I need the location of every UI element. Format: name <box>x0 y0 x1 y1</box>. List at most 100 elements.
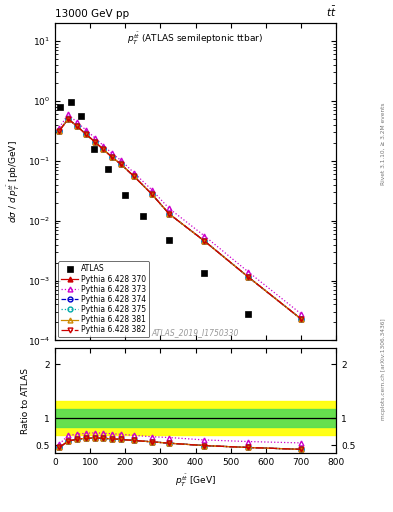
Pythia 6.428 373 <box>83 126 88 133</box>
Pythia 6.428 370 <box>202 238 207 244</box>
Pythia 6.428 374 <box>110 154 114 160</box>
Pythia 6.428 382 <box>101 146 106 153</box>
Pythia 6.428 374 <box>132 173 136 179</box>
Pythia 6.428 374 <box>57 127 62 134</box>
Pythia 6.428 375 <box>83 131 88 137</box>
X-axis label: $p_T^{t\bar{t}}$ [GeV]: $p_T^{t\bar{t}}$ [GeV] <box>175 473 216 489</box>
Pythia 6.428 375 <box>75 123 79 129</box>
Pythia 6.428 382 <box>66 116 71 122</box>
Pythia 6.428 381 <box>167 211 171 217</box>
Pythia 6.428 375 <box>149 191 154 197</box>
Pythia 6.428 374 <box>299 316 303 322</box>
Pythia 6.428 374 <box>149 191 154 197</box>
Pythia 6.428 381 <box>75 123 79 129</box>
ATLAS <box>299 355 303 361</box>
Pythia 6.428 373 <box>110 151 114 157</box>
Pythia 6.428 382 <box>246 274 251 280</box>
Pythia 6.428 370 <box>132 173 136 179</box>
Legend: ATLAS, Pythia 6.428 370, Pythia 6.428 373, Pythia 6.428 374, Pythia 6.428 375, P: ATLAS, Pythia 6.428 370, Pythia 6.428 37… <box>58 262 149 337</box>
ATLAS <box>167 237 171 243</box>
Pythia 6.428 370 <box>299 316 303 322</box>
Pythia 6.428 373 <box>119 157 123 163</box>
Pythia 6.428 370 <box>66 116 71 122</box>
Pythia 6.428 381 <box>83 131 88 137</box>
Pythia 6.428 375 <box>66 116 71 122</box>
Pythia 6.428 373 <box>101 142 106 148</box>
Text: 13000 GeV pp: 13000 GeV pp <box>55 9 129 19</box>
ATLAS <box>105 166 110 173</box>
Line: Pythia 6.428 370: Pythia 6.428 370 <box>57 117 303 321</box>
Pythia 6.428 370 <box>57 127 62 134</box>
Pythia 6.428 374 <box>92 138 97 144</box>
ATLAS <box>246 311 251 317</box>
Pythia 6.428 370 <box>83 131 88 137</box>
Pythia 6.428 375 <box>202 238 207 244</box>
Pythia 6.428 370 <box>101 146 106 153</box>
Pythia 6.428 370 <box>119 161 123 167</box>
Y-axis label: Ratio to ATLAS: Ratio to ATLAS <box>21 368 30 434</box>
Line: Pythia 6.428 375: Pythia 6.428 375 <box>57 117 303 321</box>
Pythia 6.428 374 <box>83 131 88 137</box>
Pythia 6.428 382 <box>202 238 207 244</box>
Pythia 6.428 381 <box>92 138 97 144</box>
Text: mcplots.cern.ch [arXiv:1306.3436]: mcplots.cern.ch [arXiv:1306.3436] <box>381 318 386 419</box>
Pythia 6.428 370 <box>167 211 171 217</box>
Pythia 6.428 382 <box>299 316 303 322</box>
Line: Pythia 6.428 373: Pythia 6.428 373 <box>57 112 303 316</box>
Pythia 6.428 375 <box>92 138 97 144</box>
ATLAS <box>79 114 84 120</box>
Pythia 6.428 370 <box>92 138 97 144</box>
Pythia 6.428 382 <box>57 127 62 134</box>
Pythia 6.428 375 <box>246 274 251 280</box>
Pythia 6.428 375 <box>57 127 62 134</box>
Pythia 6.428 373 <box>167 205 171 211</box>
Pythia 6.428 374 <box>119 161 123 167</box>
Pythia 6.428 381 <box>110 154 114 160</box>
Pythia 6.428 375 <box>110 154 114 160</box>
Pythia 6.428 373 <box>149 186 154 193</box>
Pythia 6.428 373 <box>132 170 136 176</box>
Line: Pythia 6.428 374: Pythia 6.428 374 <box>57 117 303 321</box>
Pythia 6.428 375 <box>167 211 171 217</box>
Pythia 6.428 381 <box>299 316 303 322</box>
Pythia 6.428 381 <box>132 173 136 179</box>
Pythia 6.428 374 <box>246 274 251 280</box>
Pythia 6.428 382 <box>149 191 154 197</box>
Y-axis label: $d\sigma$ / $d\,p_T^{t\bar{t}}$ [pb/GeV]: $d\sigma$ / $d\,p_T^{t\bar{t}}$ [pb/GeV] <box>6 140 22 223</box>
Pythia 6.428 374 <box>101 146 106 153</box>
Pythia 6.428 370 <box>149 191 154 197</box>
Pythia 6.428 374 <box>75 123 79 129</box>
ATLAS <box>202 270 207 276</box>
Line: Pythia 6.428 382: Pythia 6.428 382 <box>57 117 303 321</box>
Line: Pythia 6.428 381: Pythia 6.428 381 <box>57 117 303 321</box>
Pythia 6.428 375 <box>119 161 123 167</box>
Pythia 6.428 375 <box>101 146 106 153</box>
Pythia 6.428 373 <box>299 311 303 317</box>
Pythia 6.428 381 <box>66 116 71 122</box>
Pythia 6.428 370 <box>246 274 251 280</box>
Pythia 6.428 381 <box>101 146 106 153</box>
Pythia 6.428 381 <box>119 161 123 167</box>
ATLAS <box>68 99 73 105</box>
Pythia 6.428 370 <box>75 123 79 129</box>
Pythia 6.428 382 <box>119 161 123 167</box>
Pythia 6.428 382 <box>132 173 136 179</box>
Pythia 6.428 382 <box>92 138 97 144</box>
Pythia 6.428 381 <box>202 238 207 244</box>
Pythia 6.428 370 <box>110 154 114 160</box>
ATLAS <box>123 192 128 198</box>
ATLAS <box>91 146 96 153</box>
Pythia 6.428 375 <box>299 316 303 322</box>
Pythia 6.428 374 <box>167 211 171 217</box>
Pythia 6.428 374 <box>202 238 207 244</box>
Pythia 6.428 381 <box>57 127 62 134</box>
Pythia 6.428 373 <box>57 124 62 131</box>
ATLAS <box>140 213 145 219</box>
ATLAS <box>58 104 62 111</box>
Pythia 6.428 381 <box>246 274 251 280</box>
Text: ATLAS_2019_I1750330: ATLAS_2019_I1750330 <box>152 328 239 337</box>
Pythia 6.428 382 <box>167 211 171 217</box>
Pythia 6.428 375 <box>132 173 136 179</box>
Pythia 6.428 382 <box>110 154 114 160</box>
Text: $p_T^{t\bar{t}}$ (ATLAS semileptonic ttbar): $p_T^{t\bar{t}}$ (ATLAS semileptonic ttb… <box>127 31 264 47</box>
